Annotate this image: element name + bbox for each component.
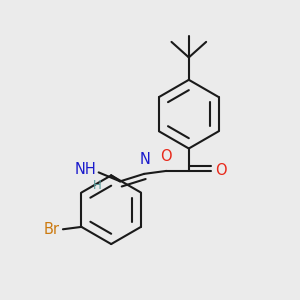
Text: NH: NH [74, 162, 96, 177]
Text: H: H [93, 179, 101, 192]
Text: O: O [160, 149, 172, 164]
Text: O: O [215, 163, 227, 178]
Text: Br: Br [43, 222, 59, 237]
Text: N: N [140, 152, 151, 167]
